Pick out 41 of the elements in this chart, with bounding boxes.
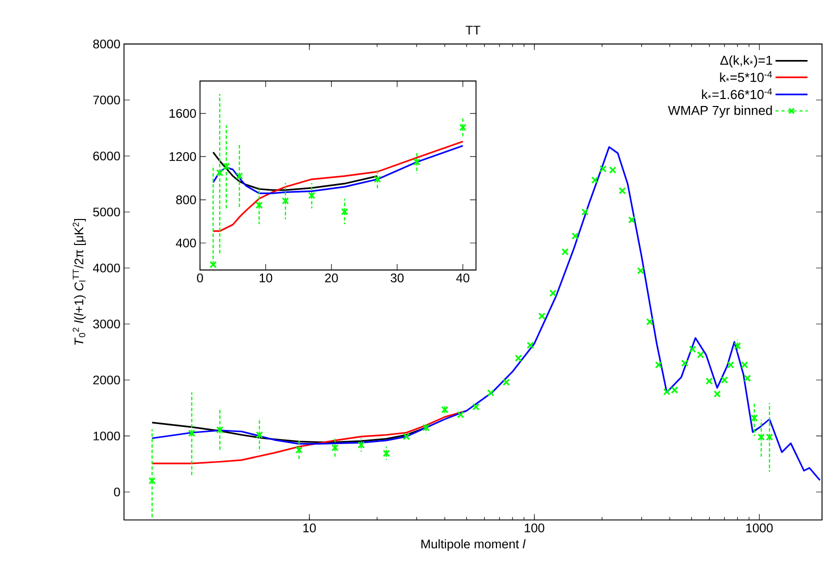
y-tick-label: 5000 xyxy=(93,208,120,216)
x-tick-label: 100 xyxy=(524,524,544,532)
y-tick-label: 8000 xyxy=(93,40,120,48)
point xyxy=(413,158,420,166)
y-tick-label: 2000 xyxy=(93,376,120,384)
y-tick-label: 3000 xyxy=(93,320,120,328)
point xyxy=(374,176,382,183)
x-tick-label: 30 xyxy=(390,274,404,282)
point xyxy=(210,260,217,268)
x-tick-label: 10 xyxy=(260,274,272,282)
x-tick-label: 10 xyxy=(303,524,316,532)
x-axis-title: Multipole moment l xyxy=(421,539,526,551)
y-tick-label: 800 xyxy=(176,195,196,204)
point xyxy=(308,192,316,200)
x-tick-label: 20 xyxy=(325,274,338,282)
point xyxy=(459,124,466,132)
y-tick-label: 1600 xyxy=(170,108,196,118)
point xyxy=(282,197,290,204)
text: T$_{0}$$^{2}$ l(l+1) C$_{l}$$^{TT}$/2π [μK$^{2}$] xyxy=(72,218,86,345)
y-tick-label: 6000 xyxy=(93,152,120,160)
point xyxy=(236,172,244,180)
y-tick-label: 1000 xyxy=(94,432,120,440)
point xyxy=(216,169,224,176)
legend-label: k$_{*}$=5*10$^{-4}$ xyxy=(720,71,772,82)
y-tick-label: 7000 xyxy=(93,96,120,104)
x-tick-label: 40 xyxy=(456,274,470,282)
legend-label: Δ(k,k$_{*}$)=1 xyxy=(720,55,772,68)
x-tick-label: 0 xyxy=(197,274,203,282)
line-series xyxy=(212,151,378,191)
point xyxy=(222,162,230,170)
x-tick-label: 1000 xyxy=(746,524,773,532)
chart-title: TT xyxy=(466,26,480,34)
point xyxy=(256,202,263,209)
legend-label: k$_{*}$=1.66*10$^{-4}$ xyxy=(702,88,772,100)
y-tick-label: 1200 xyxy=(170,152,196,162)
line-series xyxy=(212,144,464,194)
y-tick-label: 400 xyxy=(176,238,196,248)
y-tick-label: 4000 xyxy=(92,264,120,272)
point xyxy=(340,208,348,216)
y-tick-label: 0 xyxy=(114,488,120,496)
legend-label: WMAP 7yr binned xyxy=(668,105,772,118)
